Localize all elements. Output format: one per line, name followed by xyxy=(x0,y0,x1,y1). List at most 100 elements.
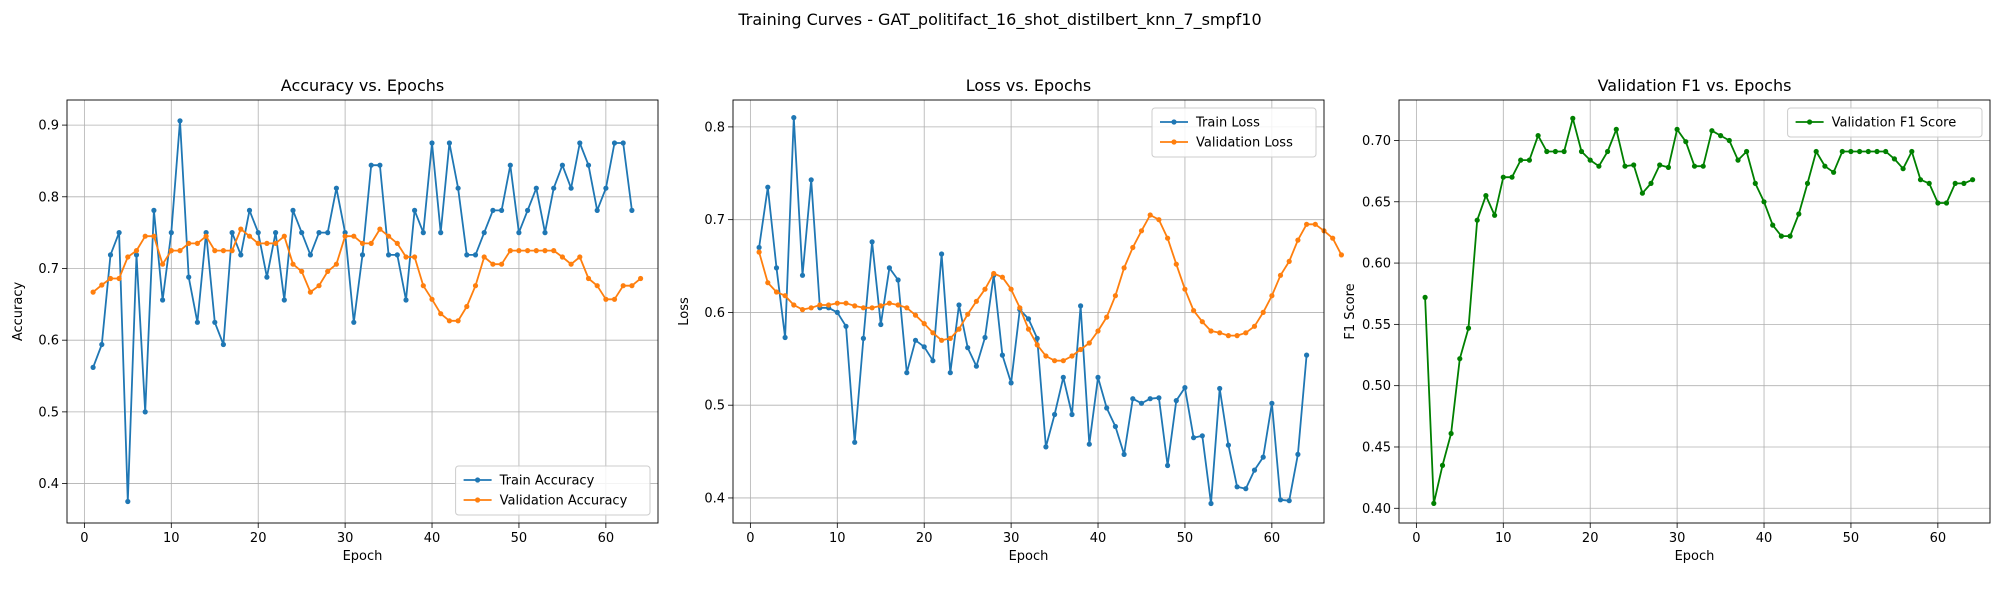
chart-3-validation-f1-score-point xyxy=(1561,148,1567,155)
chart-2-train-loss-point xyxy=(1025,316,1032,322)
chart-1-train-accuracy-point xyxy=(472,252,479,258)
chart-2-validation-loss-point xyxy=(860,305,867,311)
chart-3-validation-f1-score-point xyxy=(1631,162,1637,168)
chart-3-legend-box xyxy=(1787,107,1983,138)
chart-2-train-loss-point xyxy=(1008,380,1014,386)
chart-3-validation-f1-score-point xyxy=(1874,148,1880,155)
chart-1-train-accuracy-point xyxy=(603,185,609,191)
chart-3-validation-f1-score-point xyxy=(1457,356,1463,362)
chart-3-validation-f1-score-point xyxy=(1909,148,1915,155)
chart-1-validation-accuracy-point xyxy=(464,303,470,310)
chart-2-validation-loss-point xyxy=(791,302,797,308)
chart-1-validation-accuracy-point xyxy=(472,283,479,289)
chart-1-train-accuracy-point xyxy=(516,230,522,236)
chart-2-train-loss-point xyxy=(1112,423,1118,430)
chart-2-ytick-label: 0.8 xyxy=(704,120,725,135)
chart-1-train-accuracy-point xyxy=(594,207,600,213)
chart-2-train-loss-point xyxy=(1199,433,1205,439)
chart-3-validation-f1-score-point xyxy=(1465,325,1472,331)
chart-2-train-loss-point xyxy=(1208,500,1214,507)
chart-2-train-loss-point xyxy=(1191,435,1197,441)
chart-2-legend-marker-validation-loss xyxy=(1171,139,1177,145)
chart-2-validation-loss-point xyxy=(1025,326,1032,332)
chart-2-train-loss-point xyxy=(1243,486,1249,492)
chart-2-validation-loss-point xyxy=(939,337,945,343)
chart-1-train-accuracy-point xyxy=(290,207,296,213)
chart-1-train-accuracy-point xyxy=(220,341,226,348)
chart-1-train-accuracy-point xyxy=(177,118,183,124)
chart-1-validation-accuracy-point xyxy=(551,248,557,254)
chart-1-validation-accuracy-point xyxy=(264,240,270,246)
chart-1-train-accuracy-point xyxy=(325,230,331,236)
chart-1-train-accuracy-point xyxy=(281,297,287,303)
chart-1-validation-accuracy-point xyxy=(212,248,218,254)
chart-1-validation-accuracy-point xyxy=(107,275,114,282)
chart-2-title: Loss vs. Epochs xyxy=(966,76,1091,95)
chart-3-title: Validation F1 vs. Epochs xyxy=(1598,76,1792,95)
chart-3-ytick-label: 0.45 xyxy=(1362,440,1391,455)
chart-2-validation-loss-point xyxy=(956,326,962,332)
chart-2-validation-loss-point xyxy=(1086,340,1092,346)
chart-2-validation-loss-point xyxy=(1251,323,1258,329)
chart-2-validation-loss-point xyxy=(1165,235,1171,241)
chart-3-validation-f1-score-point xyxy=(1735,157,1741,163)
chart-2-validation-loss-point xyxy=(1052,358,1058,364)
chart-2-validation-loss-point xyxy=(817,302,823,308)
chart-2-train-loss-point xyxy=(1060,374,1066,380)
chart-3-validation-f1-score-point xyxy=(1752,180,1758,186)
chart-2-train-loss-point xyxy=(1104,405,1110,411)
chart-2-legend-label-train-loss: Train Loss xyxy=(1195,116,1260,131)
chart-1-train-accuracy-point xyxy=(186,274,192,280)
chart-1-validation-accuracy-point xyxy=(438,311,444,317)
chart-2-train-loss-point xyxy=(886,265,893,271)
chart-2-validation-loss-point xyxy=(1043,353,1049,359)
chart-3-validation-f1-score-point xyxy=(1848,148,1854,155)
chart-2-train-loss-point xyxy=(939,251,945,257)
chart-3-validation-f1-score-point xyxy=(1596,163,1602,169)
chart-3-validation-f1-score-point xyxy=(1622,163,1628,169)
chart-3-validation-f1-score-point xyxy=(1535,133,1541,139)
chart-1-legend-marker-validation-accuracy xyxy=(475,497,481,503)
chart-3-validation-f1-score-point xyxy=(1500,174,1506,180)
chart-1-train-accuracy-point xyxy=(264,274,270,280)
chart-2-train-loss-point xyxy=(1086,441,1092,447)
chart-3-validation-f1-score-point xyxy=(1891,156,1897,162)
chart-3-validation-f1-score-point xyxy=(1526,157,1532,163)
chart-1-train-accuracy-point xyxy=(551,185,557,191)
chart-2-train-loss-point xyxy=(1156,395,1162,401)
chart-1-train-accuracy-point xyxy=(585,162,592,168)
chart-1-validation-accuracy-point xyxy=(516,248,522,254)
chart-1-xtick-label: 20 xyxy=(250,531,267,546)
chart-2-validation-loss-point xyxy=(1008,286,1014,292)
chart-1-train-accuracy-point xyxy=(568,185,574,191)
chart-2-train-loss-point xyxy=(782,334,788,341)
chart-2-validation-loss-point xyxy=(1017,305,1023,311)
chart-1-train-accuracy-point xyxy=(107,252,114,258)
chart-3-validation-f1-score-line xyxy=(1424,117,1973,505)
chart-1-train-accuracy-point xyxy=(368,162,374,168)
chart-1-validation-accuracy-point xyxy=(490,261,496,267)
chart-2-train-loss-point xyxy=(912,337,919,343)
chart-3-validation-f1-score-point xyxy=(1813,148,1819,155)
chart-2-train-loss-point xyxy=(1295,451,1301,457)
chart-1-validation-accuracy-point xyxy=(160,261,166,267)
chart-1-xtick-label: 10 xyxy=(163,531,180,546)
chart-1-train-accuracy-point xyxy=(212,319,218,325)
chart-2-validation-loss-point xyxy=(1295,237,1301,243)
chart-2-ytick-label: 0.7 xyxy=(704,213,725,228)
chart-1-xtick-label: 40 xyxy=(424,531,441,546)
chart-2-validation-loss-point xyxy=(1112,293,1118,299)
chart-1-validation-accuracy-point xyxy=(133,248,140,254)
chart-1-train-accuracy-point xyxy=(464,252,470,258)
chart-1-train-accuracy-point xyxy=(611,140,618,146)
chart-2-validation-loss-point xyxy=(973,298,980,304)
chart-3-frame xyxy=(1398,99,1991,524)
chart-3-validation-f1-score-point xyxy=(1570,115,1576,121)
chart-1-legend: Train Accuracy Validation Accuracy xyxy=(455,465,651,516)
chart-2-train-loss-point xyxy=(956,302,962,308)
chart-3-validation-f1-score-point xyxy=(1970,177,1976,183)
chart-2-validation-loss-point xyxy=(878,303,884,309)
chart-2-train-loss-point xyxy=(799,272,806,278)
chart-1-frame xyxy=(66,99,659,524)
chart-3-validation-f1-score-point xyxy=(1961,180,1967,186)
